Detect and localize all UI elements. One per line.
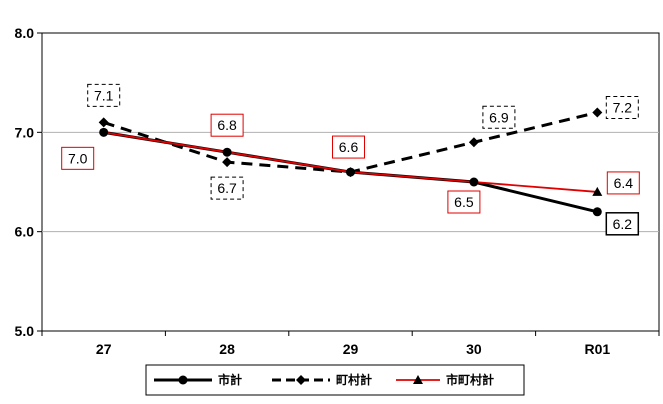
data-point-s1-1 xyxy=(99,127,109,137)
data-point-s2-1 xyxy=(98,117,109,128)
y-axis: 5.0 6.0 7.0 8.0 xyxy=(15,25,42,339)
legend-marker-1 xyxy=(178,375,188,385)
legend-marker-2 xyxy=(296,375,306,385)
data-label: 7.1 xyxy=(94,87,114,103)
data-point-s1-2 xyxy=(222,147,232,157)
data-point-s1-4 xyxy=(469,177,479,187)
data-point-s1-5 xyxy=(592,207,602,217)
data-point-s2-5 xyxy=(592,107,603,118)
data-point-s1-3 xyxy=(346,167,355,177)
y-tick-label: 8.0 xyxy=(15,25,35,41)
data-label-box xyxy=(447,190,481,214)
data-label: 7.2 xyxy=(613,99,633,115)
y-tick-label: 6.0 xyxy=(15,224,35,240)
data-label: 6.8 xyxy=(217,117,237,133)
data-label-box xyxy=(482,105,516,129)
data-point-s2-4 xyxy=(468,137,479,148)
x-tick-label: 29 xyxy=(343,341,359,357)
x-tick-label: R01 xyxy=(584,341,610,357)
gridlines xyxy=(42,131,659,233)
data-labels: 6.2 7.1 6.7 6.9 7.2 7.0 6.8 6.6 6.5 6.4 xyxy=(61,83,640,236)
data-label: 6.5 xyxy=(454,194,474,210)
x-tick-label: 28 xyxy=(219,341,235,357)
legend-label-2: 町村計 xyxy=(336,372,372,387)
data-label-box xyxy=(61,146,95,170)
data-label-box xyxy=(605,212,640,236)
y-tick-label: 5.0 xyxy=(15,323,35,339)
x-axis: 27 28 29 30 R01 xyxy=(41,331,660,357)
legend: 市計 町村計 市町村計 xyxy=(145,364,525,396)
data-label-box xyxy=(210,113,244,137)
x-tick-label: 30 xyxy=(466,341,482,357)
plot-area xyxy=(41,32,660,332)
data-point-s3-5 xyxy=(592,186,603,196)
data-label: 6.2 xyxy=(613,216,633,232)
data-label: 6.7 xyxy=(217,180,237,196)
y-tick-label: 7.0 xyxy=(15,124,35,140)
data-label: 6.4 xyxy=(614,175,634,191)
series-markers xyxy=(98,107,603,217)
data-label: 7.0 xyxy=(68,150,88,166)
legend-label-1: 市計 xyxy=(218,372,242,387)
data-label: 6.6 xyxy=(339,139,359,155)
data-point-s2-2 xyxy=(222,157,233,168)
x-tick-label: 27 xyxy=(96,341,112,357)
data-label-box xyxy=(605,95,639,119)
data-label-box xyxy=(332,135,365,159)
data-label-box xyxy=(87,83,121,107)
legend-label-3: 市町村計 xyxy=(446,372,494,387)
data-label: 6.9 xyxy=(489,109,509,125)
legend-marker-3 xyxy=(413,375,423,384)
data-label-box xyxy=(210,176,244,200)
data-label-box xyxy=(606,171,640,195)
